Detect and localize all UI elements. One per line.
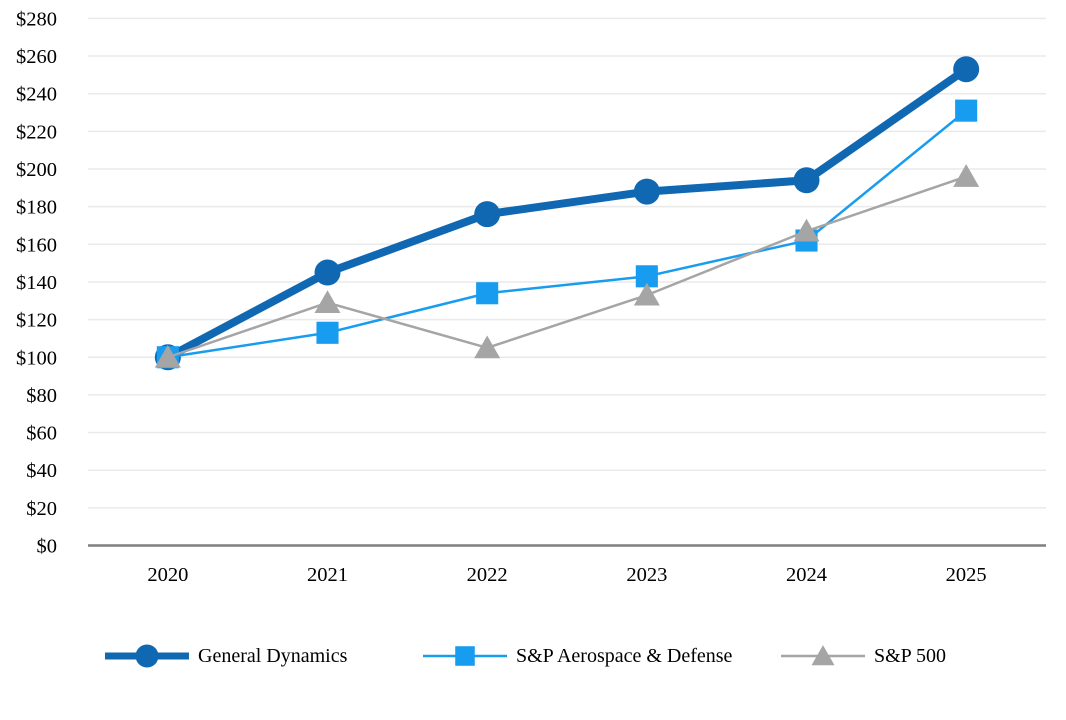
svg-text:$20: $20 — [26, 498, 57, 520]
legend-item-sp-500: S&P 500 — [781, 634, 946, 678]
legend-label-sp-500: S&P 500 — [874, 644, 947, 667]
svg-text:2025: 2025 — [946, 564, 987, 586]
svg-text:$200: $200 — [16, 159, 57, 181]
triangle-marker-icon — [781, 645, 865, 666]
plot-area: $0 $20 $40 $60 $80 $100 $120 $140 $160 $180 $200 $2… — [16, 8, 1046, 586]
svg-text:2024: 2024 — [786, 564, 827, 586]
svg-text:2023: 2023 — [626, 564, 667, 586]
svg-text:$160: $160 — [16, 234, 57, 256]
svg-text:$60: $60 — [26, 423, 57, 445]
legend-label-general-dynamics: General Dynamics — [198, 644, 348, 667]
svg-text:$260: $260 — [16, 46, 57, 68]
svg-text:$100: $100 — [16, 347, 57, 369]
svg-text:$240: $240 — [16, 84, 57, 106]
svg-text:2022: 2022 — [467, 564, 508, 586]
svg-text:$120: $120 — [16, 310, 57, 332]
legend-item-sp-aerospace-defense: S&P Aerospace & Defense — [423, 634, 732, 678]
svg-text:$0: $0 — [37, 536, 58, 558]
chart-legend: General Dynamics S&P Aerospace & Defense… — [0, 634, 1066, 678]
svg-text:$140: $140 — [16, 272, 57, 294]
svg-text:$80: $80 — [26, 385, 57, 407]
svg-text:2021: 2021 — [307, 564, 348, 586]
svg-text:2020: 2020 — [147, 564, 188, 586]
svg-text:$280: $280 — [16, 8, 57, 30]
svg-text:$220: $220 — [16, 121, 57, 143]
legend-label-sp-aerospace-defense: S&P Aerospace & Defense — [516, 644, 733, 667]
svg-text:$180: $180 — [16, 197, 57, 219]
square-marker-icon — [423, 646, 507, 666]
svg-text:$40: $40 — [26, 460, 57, 482]
circle-marker-icon — [105, 644, 189, 668]
legend-item-general-dynamics: General Dynamics — [105, 634, 347, 678]
